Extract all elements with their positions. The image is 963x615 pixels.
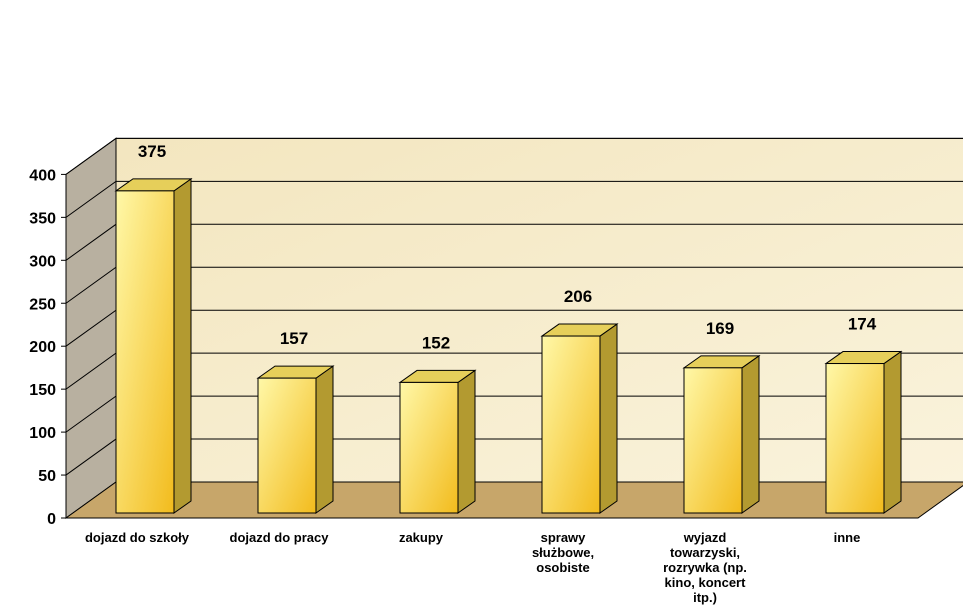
bar-front <box>683 367 743 514</box>
x-tick-label: inne <box>834 530 861 545</box>
x-tick-label-line: kino, koncert <box>665 575 747 590</box>
data-label: 157 <box>280 329 308 348</box>
bar-side <box>599 323 618 514</box>
bar-front <box>399 381 459 514</box>
y-tick-label: 150 <box>29 382 56 399</box>
x-tick-label-line: rozrywka (np. <box>663 560 747 575</box>
x-tick-label: zakupy <box>399 530 444 545</box>
bar <box>114 177 193 514</box>
x-tick-label-line: wyjazd <box>683 530 727 545</box>
x-tick-label-line: sprawy <box>541 530 587 545</box>
bar-front <box>115 190 175 514</box>
y-tick-label: 250 <box>29 296 56 313</box>
x-tick-label: sprawy służbowe, osobiste <box>532 530 594 575</box>
x-tick-label-line: zakupy <box>399 530 444 545</box>
bar-side <box>173 177 192 514</box>
data-label: 174 <box>848 315 877 334</box>
x-tick-label: dojazd do pracy <box>230 530 330 545</box>
bars: 375 157 152 206 169 174 <box>114 142 903 514</box>
x-tick-label-line: dojazd do pracy <box>230 530 330 545</box>
y-axis: 0 50 100 150 200 250 300 350 400 <box>29 167 918 528</box>
data-label: 152 <box>422 333 450 352</box>
bar-front <box>825 363 885 514</box>
bar <box>824 350 903 514</box>
x-tick-label-line: inne <box>834 530 861 545</box>
bar-side <box>741 354 760 514</box>
x-tick-label: wyjazd towarzyski, rozrywka (np. kino, konc… <box>663 530 747 605</box>
x-tick-label: dojazd do szkoły <box>85 530 190 545</box>
bar <box>682 354 761 514</box>
data-label: 375 <box>138 142 166 161</box>
data-label: 206 <box>564 287 592 306</box>
bar <box>256 365 335 514</box>
y-tick-label: 0 <box>47 511 56 528</box>
y-tick-label: 300 <box>29 253 56 270</box>
y-tick-label: 400 <box>29 167 56 184</box>
x-tick-label-line: dojazd do szkoły <box>85 530 190 545</box>
x-tick-label-line: towarzyski, <box>670 545 740 560</box>
bar-side <box>457 369 476 514</box>
bar <box>398 369 477 514</box>
bar-side <box>315 365 334 514</box>
y-tick-label: 50 <box>38 468 56 485</box>
y-tick-label: 200 <box>29 339 56 356</box>
y-tick-label: 350 <box>29 210 56 227</box>
bar <box>540 323 619 514</box>
data-label: 169 <box>706 319 734 338</box>
gridline <box>65 180 963 218</box>
gridline <box>65 137 963 175</box>
bar-side <box>883 350 902 514</box>
bar-front <box>541 335 601 514</box>
bar-front <box>257 377 317 514</box>
x-axis-labels: dojazd do szkoły dojazd do pracy zakupy spr… <box>85 530 860 605</box>
y-tick-label: 100 <box>29 425 56 442</box>
x-tick-label-line: itp.) <box>693 590 717 605</box>
x-tick-label-line: osobiste <box>536 560 589 575</box>
x-tick-label-line: służbowe, <box>532 545 594 560</box>
